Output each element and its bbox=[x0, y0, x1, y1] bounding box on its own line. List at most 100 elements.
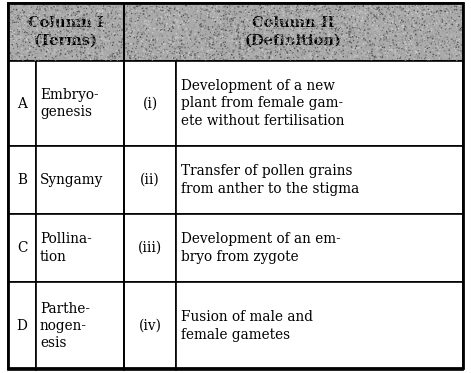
Point bbox=[85, 35, 92, 41]
Point bbox=[381, 31, 389, 37]
Point bbox=[266, 22, 274, 28]
Point bbox=[452, 33, 459, 39]
Point bbox=[268, 42, 275, 48]
Point bbox=[362, 18, 370, 24]
Point bbox=[64, 48, 72, 54]
Point bbox=[162, 28, 169, 34]
Point bbox=[297, 6, 304, 12]
Point bbox=[149, 37, 157, 43]
Point bbox=[331, 16, 339, 22]
Point bbox=[225, 54, 233, 60]
Point bbox=[185, 53, 192, 59]
Point bbox=[386, 44, 393, 50]
Point bbox=[181, 7, 188, 13]
Point bbox=[372, 26, 380, 32]
Point bbox=[208, 38, 215, 44]
Point bbox=[404, 12, 411, 18]
Point bbox=[156, 22, 163, 28]
Point bbox=[178, 39, 186, 45]
Point bbox=[305, 53, 312, 59]
Point bbox=[296, 50, 304, 56]
Point bbox=[420, 4, 428, 10]
Point bbox=[317, 53, 325, 59]
Point bbox=[66, 50, 73, 56]
Point bbox=[164, 11, 171, 17]
Point bbox=[106, 52, 113, 58]
Point bbox=[32, 47, 40, 53]
Point bbox=[398, 2, 406, 8]
Point bbox=[288, 6, 295, 12]
Point bbox=[404, 11, 411, 17]
Point bbox=[114, 51, 122, 57]
Point bbox=[111, 44, 119, 50]
Point bbox=[408, 12, 415, 18]
Point bbox=[335, 44, 342, 50]
Point bbox=[167, 43, 175, 49]
Point bbox=[363, 23, 371, 29]
Point bbox=[441, 48, 448, 54]
Point bbox=[228, 24, 236, 30]
Point bbox=[207, 24, 214, 30]
Point bbox=[373, 54, 381, 60]
Point bbox=[19, 29, 26, 35]
Point bbox=[6, 2, 13, 8]
Point bbox=[310, 23, 318, 29]
Point bbox=[148, 55, 155, 61]
Point bbox=[341, 36, 349, 42]
Point bbox=[51, 47, 59, 53]
Point bbox=[415, 38, 423, 44]
Point bbox=[101, 34, 108, 40]
Point bbox=[325, 4, 332, 10]
Point bbox=[332, 54, 340, 60]
Point bbox=[63, 19, 71, 25]
Point bbox=[28, 4, 36, 10]
Point bbox=[166, 48, 174, 54]
Point bbox=[238, 54, 246, 60]
Point bbox=[84, 41, 91, 47]
Point bbox=[266, 55, 273, 61]
Point bbox=[239, 31, 246, 37]
Point bbox=[284, 40, 292, 46]
Point bbox=[134, 13, 141, 19]
Point bbox=[115, 21, 123, 27]
Point bbox=[39, 18, 46, 24]
Point bbox=[210, 36, 217, 42]
Point bbox=[141, 31, 149, 37]
Point bbox=[252, 53, 260, 59]
Point bbox=[132, 7, 140, 13]
Point bbox=[455, 27, 463, 33]
Point bbox=[50, 4, 58, 10]
Point bbox=[444, 42, 451, 48]
Point bbox=[342, 39, 349, 45]
Point bbox=[63, 31, 70, 37]
Point bbox=[273, 23, 280, 29]
Point bbox=[367, 9, 374, 15]
Point bbox=[146, 38, 153, 44]
Point bbox=[262, 12, 269, 18]
Point bbox=[297, 45, 304, 51]
Point bbox=[14, 26, 21, 32]
Point bbox=[68, 16, 76, 22]
Point bbox=[285, 35, 293, 41]
Point bbox=[322, 31, 330, 37]
Point bbox=[153, 56, 161, 62]
Point bbox=[90, 4, 97, 10]
Point bbox=[436, 19, 443, 25]
Point bbox=[46, 6, 53, 12]
Point bbox=[342, 42, 350, 48]
Point bbox=[400, 27, 407, 33]
Point bbox=[187, 31, 195, 37]
Point bbox=[322, 5, 329, 11]
Point bbox=[230, 55, 238, 61]
Point bbox=[264, 12, 271, 18]
Point bbox=[371, 5, 378, 11]
Point bbox=[254, 50, 261, 56]
Point bbox=[128, 46, 135, 52]
Point bbox=[176, 22, 183, 28]
Point bbox=[8, 53, 16, 59]
Point bbox=[60, 43, 67, 49]
Point bbox=[449, 7, 457, 13]
Point bbox=[83, 6, 90, 12]
Point bbox=[428, 28, 436, 34]
Point bbox=[440, 16, 448, 22]
